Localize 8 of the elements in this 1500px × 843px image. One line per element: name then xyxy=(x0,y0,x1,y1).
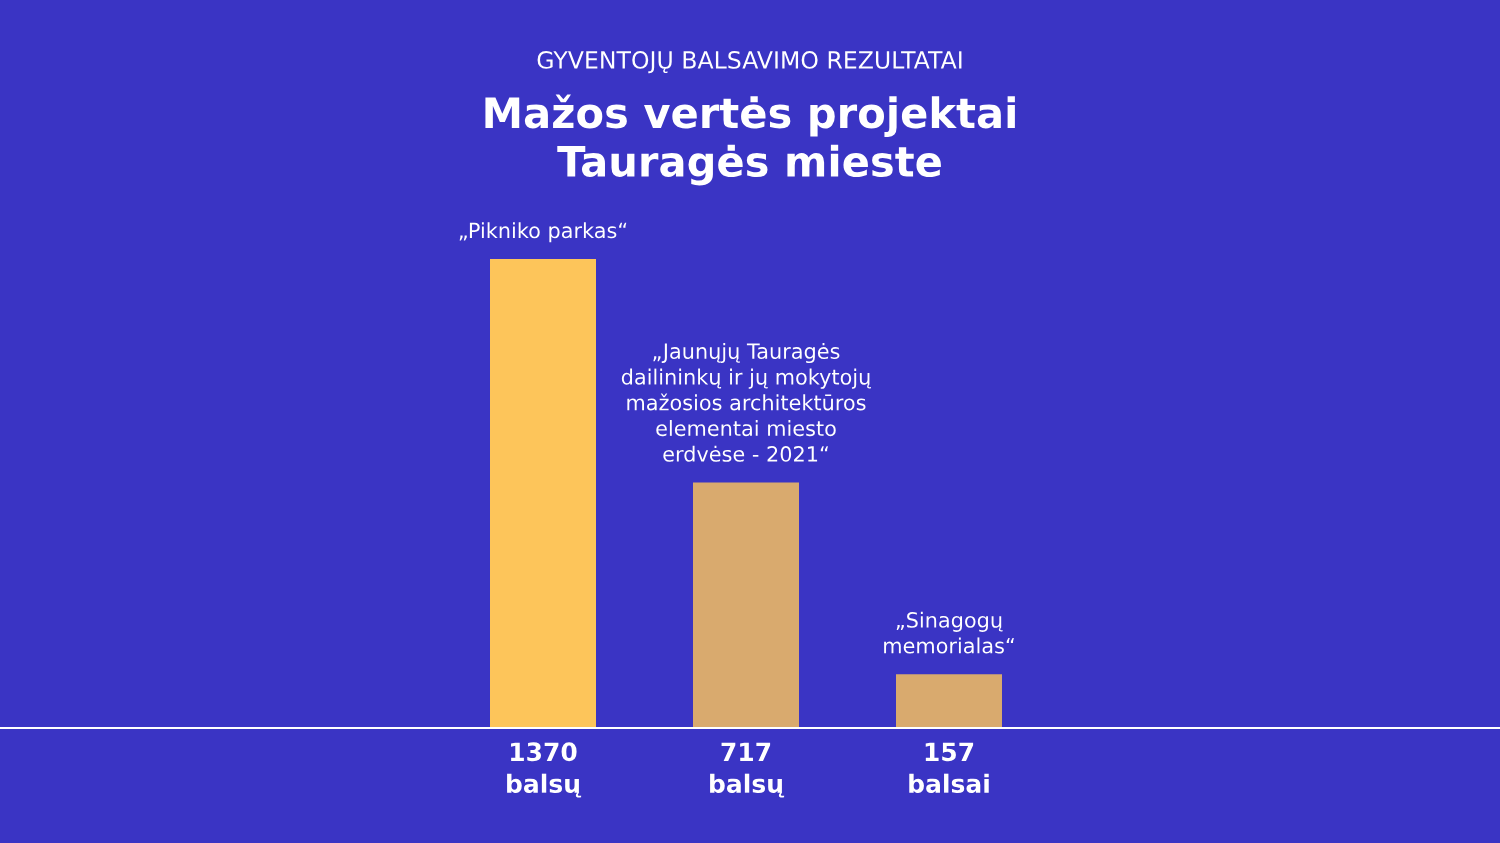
data-label: 1370 balsų xyxy=(507,742,582,798)
data-label: 157 balsai xyxy=(909,742,989,794)
x-tick-label: „Pikniko parkas“ xyxy=(459,222,627,243)
chart-title: Mažos vertės projektai Tauragės mieste xyxy=(485,94,1015,186)
data-label: 717 balsų xyxy=(710,742,785,798)
x-tick-label: „Sinagogų memorialas“ xyxy=(884,611,1014,654)
x-tick-label: „Jaunųjų Tauragės dailininkų ir jų mokytojų mažosios architektūros elementai miesto erdvėse - 2021“ xyxy=(621,342,871,462)
chart-subtitle: GYVENTOJŲ BALSAVIMO REZULTATAI xyxy=(537,50,962,74)
